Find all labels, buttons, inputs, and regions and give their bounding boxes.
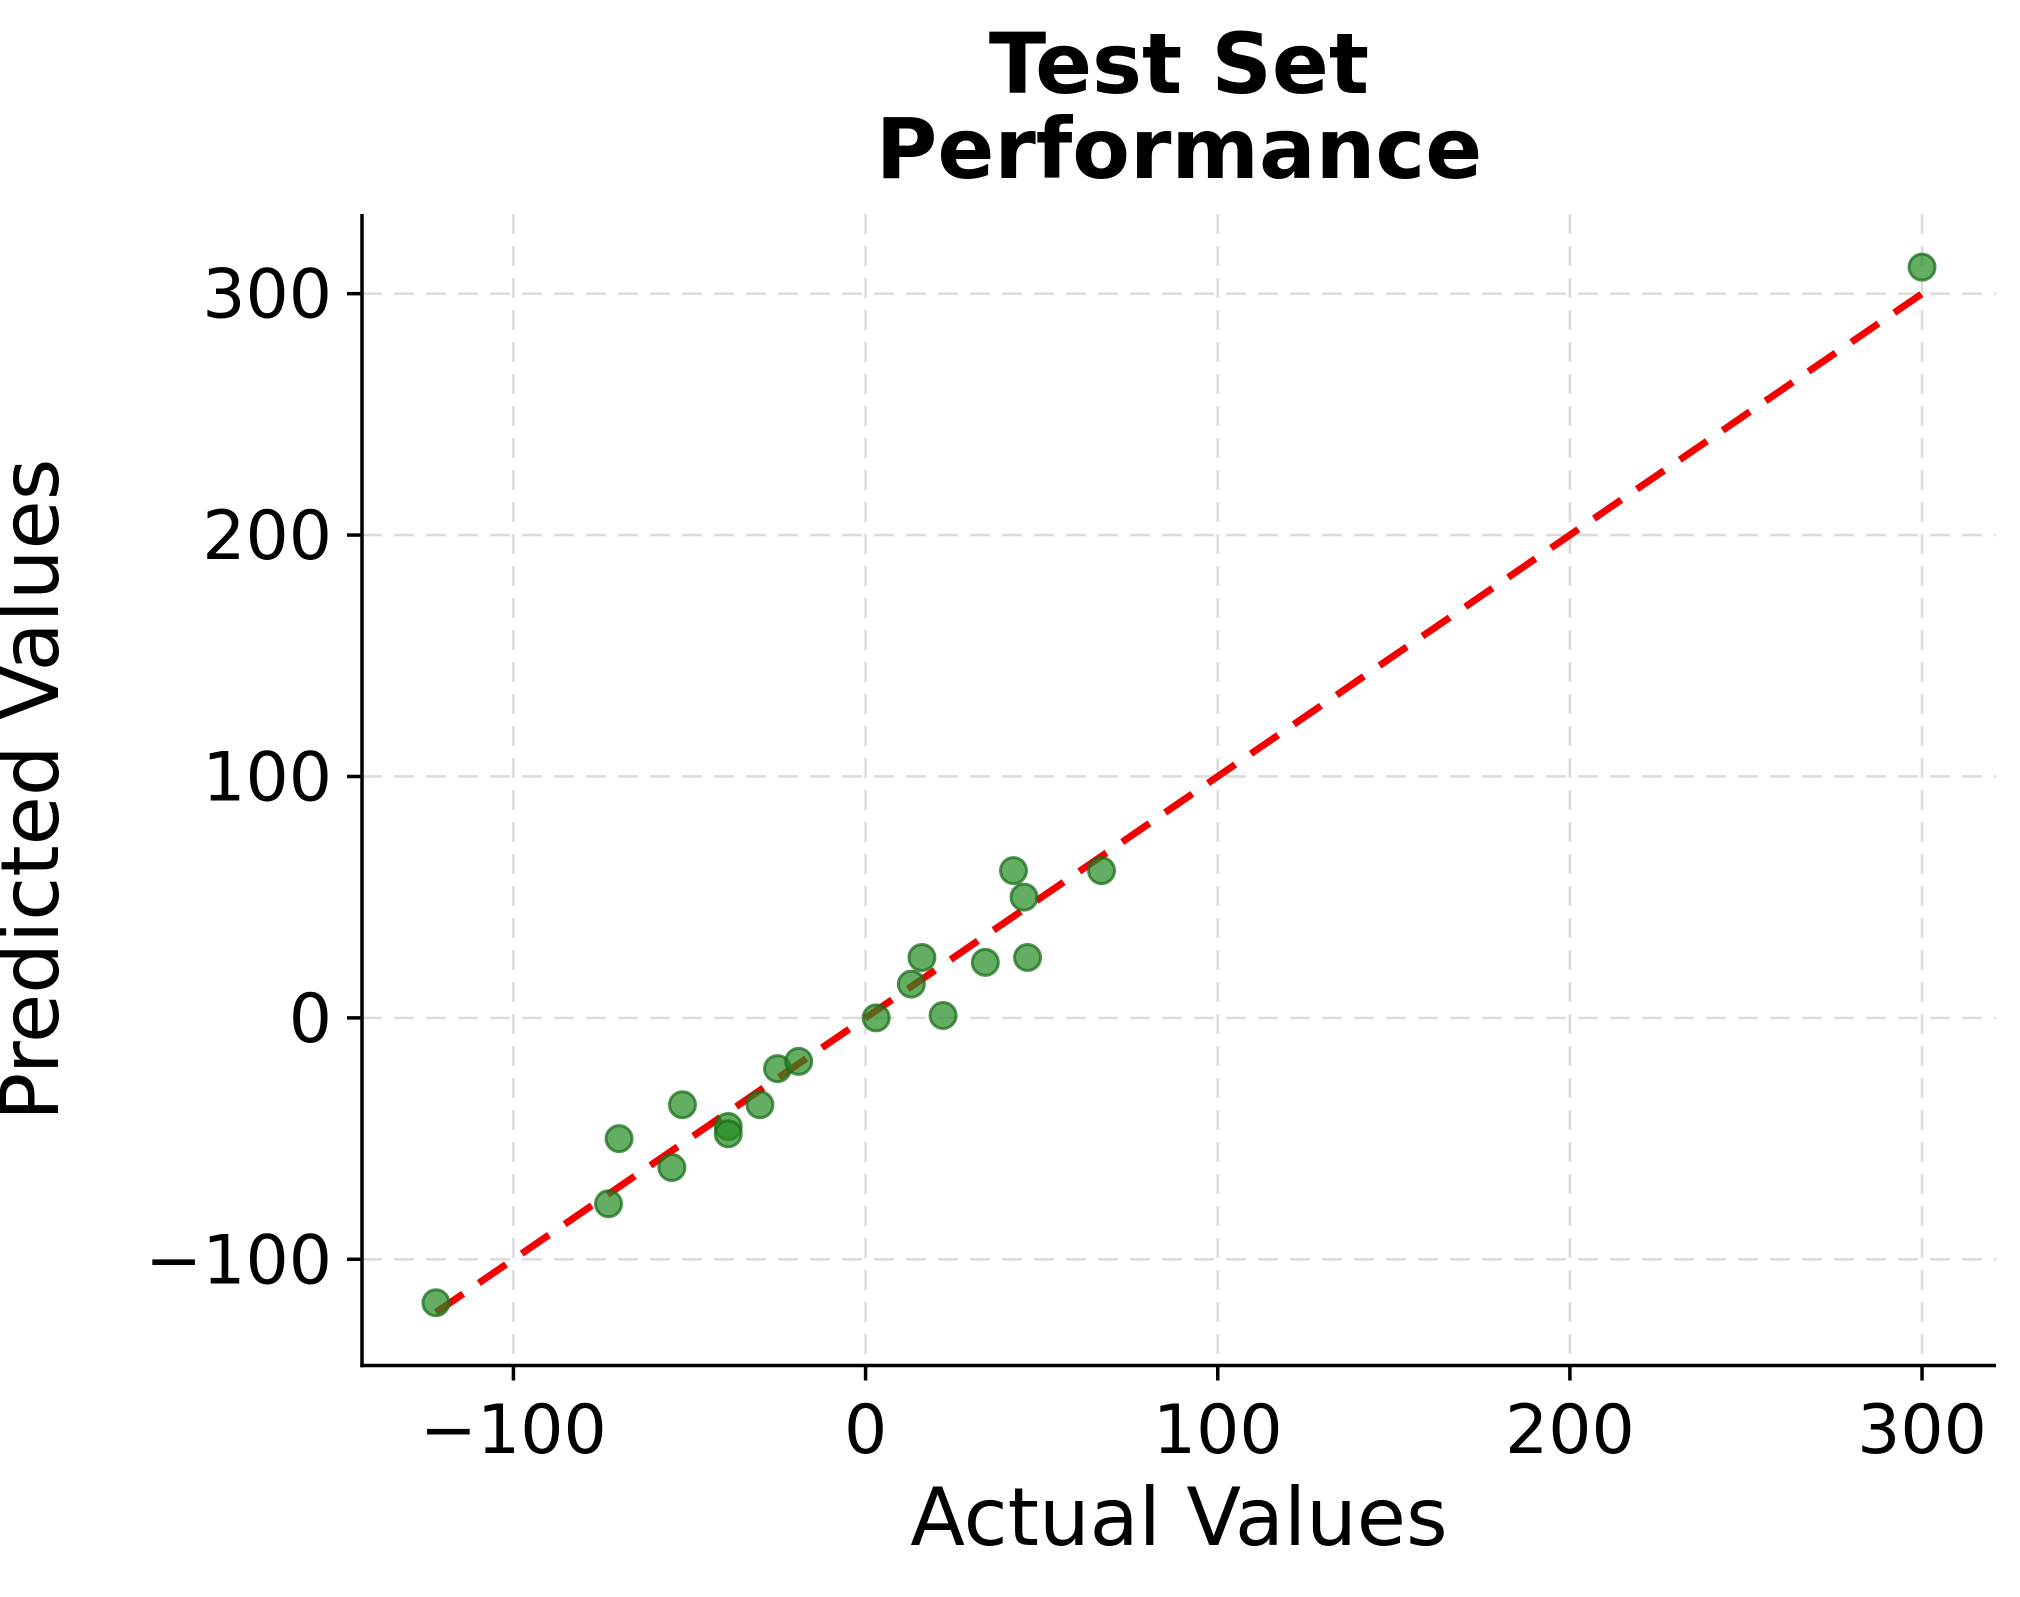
scatter-point-layer — [421, 252, 1937, 1318]
grid-layer — [362, 214, 1996, 1366]
scatter-point — [604, 1124, 634, 1154]
scatter-point — [998, 856, 1028, 886]
scatter-point — [594, 1189, 624, 1219]
scatter-point — [784, 1046, 814, 1076]
scatter-point — [861, 1003, 891, 1033]
scatter-point — [713, 1119, 743, 1149]
x-tick-label: 300 — [1857, 1391, 1987, 1470]
y-tick-label: −100 — [145, 1221, 332, 1300]
chart-title-line1: Test Set — [989, 15, 1369, 113]
x-tick-label: −100 — [420, 1391, 607, 1470]
identity-reference-line — [433, 290, 1925, 1316]
y-tick-label: 200 — [202, 497, 332, 576]
chart-title-line2: Performance — [876, 100, 1482, 198]
y-tick-label: 300 — [202, 256, 332, 335]
scatter-point — [970, 947, 1000, 977]
scatter-point — [1087, 856, 1117, 886]
scatter-point — [1013, 943, 1043, 973]
scatter-point — [907, 943, 937, 973]
x-tick-label: 0 — [844, 1391, 887, 1470]
x-tick-label: 100 — [1153, 1391, 1283, 1470]
y-tick-label: 100 — [202, 738, 332, 817]
y-axis-label: Predicted Values — [0, 459, 77, 1121]
scatter-point — [745, 1090, 775, 1120]
scatter-point — [896, 969, 926, 999]
scatter-point — [667, 1090, 697, 1120]
scatter-point — [1009, 882, 1039, 912]
tick-layer: −100 0 100 200 300 −100 0 100 200 300 — [145, 256, 1987, 1470]
y-tick-label: 0 — [289, 980, 332, 1059]
scatter-point — [928, 1000, 958, 1030]
x-tick-label: 200 — [1505, 1391, 1635, 1470]
scatter-point — [1907, 252, 1937, 282]
spine-layer — [360, 214, 1996, 1368]
scatter-point — [657, 1153, 687, 1183]
scatter-point — [421, 1288, 451, 1318]
x-axis-label: Actual Values — [910, 1471, 1447, 1564]
